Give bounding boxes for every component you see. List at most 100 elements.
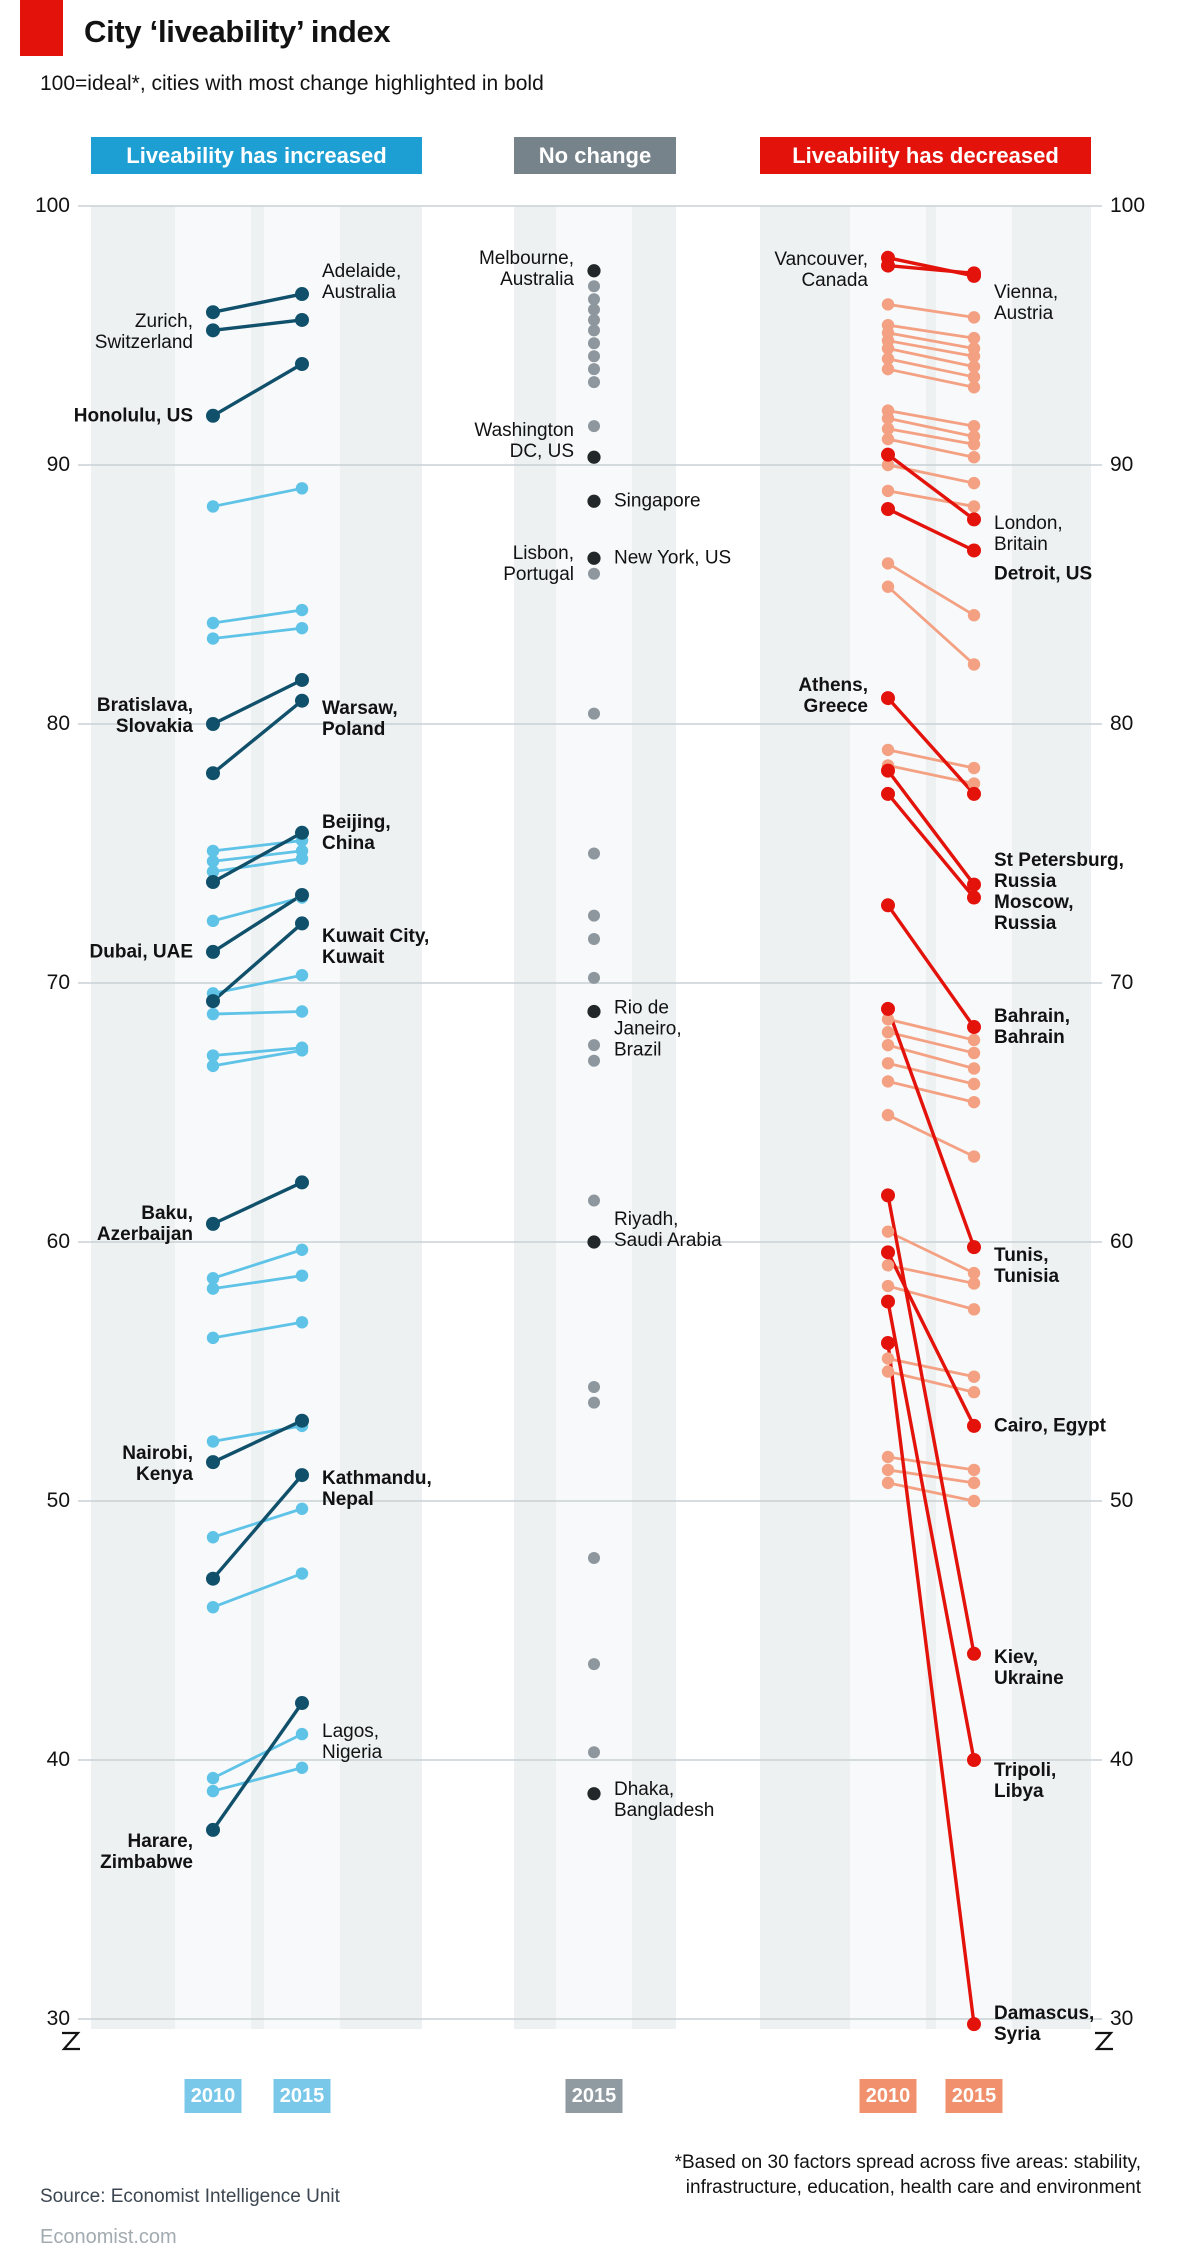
dot-2015-zurich-switzerland: [295, 312, 309, 327]
dot-2010-decreased: [881, 352, 895, 366]
dot-2010-decreased: [881, 1026, 895, 1039]
dot-2015-bratislava-slovakia: [295, 672, 309, 687]
dot-2015-warsaw-poland: [295, 693, 309, 708]
dot-2010-increased: [206, 1049, 220, 1062]
dot-2015-decreased: [967, 438, 981, 451]
dot-2015-decreased: [967, 777, 981, 790]
dot-2015-decreased: [967, 609, 981, 622]
dot-2015-increased: [295, 482, 309, 495]
slope-line-tripoli-libya: [886, 1301, 976, 1761]
dot-2015-city: [588, 847, 600, 860]
slope-line-decreased: [887, 1284, 975, 1311]
dot-2015-decreased: [967, 419, 981, 433]
dot-2010-increased: [206, 616, 220, 630]
slope-line-dubai-uae: [212, 893, 303, 954]
dot-2015-increased: [295, 1005, 309, 1018]
dot-2015-singapore: [587, 494, 601, 508]
dot-2010-nairobi-kenya: [206, 1455, 220, 1470]
dot-2010-lagos-nigeria: [206, 1771, 220, 1785]
dot-2015-city: [588, 376, 600, 389]
dot-2010-decreased: [881, 432, 895, 446]
slope-line-decreased: [887, 562, 975, 617]
dot-2010-increased: [206, 1435, 220, 1448]
dot-2010-zurich-switzerland: [206, 323, 220, 338]
dot-2010-decreased: [881, 1225, 895, 1238]
slope-line-detroit-us: [887, 507, 975, 553]
slope-line-increased: [212, 896, 303, 923]
dot-2010-decreased: [881, 1450, 895, 1464]
dot-2015-decreased: [967, 1463, 981, 1477]
slope-line-vienna-austria: [887, 263, 975, 276]
slope-line-london-britain: [886, 453, 976, 521]
dot-2010-decreased: [881, 1476, 895, 1490]
slope-line-adelaide-australia: [212, 292, 303, 314]
dot-2015-city: [588, 1054, 600, 1067]
slope-line-kuwait-city-kuwait: [211, 922, 304, 1003]
dot-2015-moscow-russia: [967, 890, 981, 905]
dot-2015-st-petersburg-russia: [967, 877, 981, 892]
slope-line-decreased: [887, 1230, 975, 1275]
dot-2015-decreased: [967, 1476, 981, 1490]
dot-2015-city: [588, 363, 600, 376]
dot-2015-decreased: [967, 360, 981, 373]
dot-2010-decreased: [881, 743, 895, 757]
slope-line-bratislava-slovakia: [212, 678, 303, 726]
slope-line-decreased: [887, 437, 975, 459]
slope-line-decreased: [887, 357, 975, 379]
dot-2010-detroit-us: [881, 502, 895, 517]
dot-2010-decreased: [881, 1352, 895, 1365]
slope-line-st-petersburg-russia: [886, 769, 976, 886]
panel-header-no-change: No change: [514, 137, 676, 174]
slope-line-kathmandu-nepal: [211, 1473, 304, 1580]
chart-title: City ‘liveability’ index: [84, 14, 391, 49]
footnote: *Based on 30 factors spread across five …: [675, 2150, 1141, 2200]
dot-2015-rio-de-janeiro-brazil: [587, 1004, 601, 1019]
dot-2015-city: [588, 313, 600, 326]
dot-2010-adelaide-australia: [206, 305, 220, 320]
dot-2015-vienna-austria: [967, 266, 981, 281]
dot-2015-city: [588, 1396, 600, 1409]
dot-2015-harare-zimbabwe: [295, 1696, 309, 1711]
dot-2015-honolulu-us: [295, 356, 309, 371]
dot-2015-dhaka-bangladesh: [587, 1787, 601, 1801]
panel-column-band-increased-2010: [175, 206, 251, 2029]
dot-2010-dubai-uae: [206, 944, 220, 959]
dot-2015-city: [588, 1194, 600, 1207]
dot-2015-melbourne-australia: [587, 264, 601, 278]
slope-line-decreased: [887, 489, 975, 508]
dot-2010-cairo-egypt: [881, 1245, 895, 1260]
dot-2015-decreased: [967, 1095, 981, 1109]
dot-2010-increased: [206, 865, 220, 878]
dot-2015-city: [588, 280, 600, 293]
dot-2010-decreased: [881, 484, 895, 498]
dot-2010-decreased: [881, 1259, 895, 1272]
dot-2010-increased: [206, 914, 220, 928]
dot-2010-decreased: [881, 1365, 895, 1378]
dot-2015-decreased: [967, 1150, 981, 1163]
dot-2010-london-britain: [881, 447, 895, 462]
dot-2015-tunis-tunisia: [967, 1240, 981, 1255]
slope-line-increased: [212, 1248, 303, 1280]
dot-2010-st-petersburg-russia: [881, 763, 895, 778]
footnote-line-2: infrastructure, education, health care a…: [685, 2177, 1141, 2198]
panel-column-band-no-change-2015: [556, 206, 632, 2029]
dot-2010-harare-zimbabwe: [206, 1822, 220, 1837]
slope-line-increased: [212, 626, 303, 640]
slope-line-decreased: [887, 409, 975, 428]
chart-subtitle: 100=ideal*, cities with most change high…: [40, 72, 544, 95]
dot-2015-athens-greece: [967, 786, 981, 801]
dot-2015-city: [588, 303, 600, 316]
dot-2015-decreased: [967, 1046, 981, 1060]
dot-2010-increased: [206, 844, 220, 858]
slope-line-decreased: [887, 463, 975, 485]
dot-2015-decreased: [967, 331, 981, 345]
dot-2015-decreased: [967, 1033, 981, 1047]
dot-2015-city: [588, 932, 600, 945]
dot-2015-tripoli-libya: [967, 1753, 981, 1767]
slope-line-decreased: [887, 367, 975, 389]
slope-line-decreased: [887, 1113, 975, 1158]
dot-2015-riyadh-saudi-arabia: [587, 1235, 601, 1249]
dot-2015-city: [588, 1551, 600, 1564]
dot-2015-new-york-us: [587, 551, 601, 565]
dot-2015-city: [588, 337, 600, 350]
